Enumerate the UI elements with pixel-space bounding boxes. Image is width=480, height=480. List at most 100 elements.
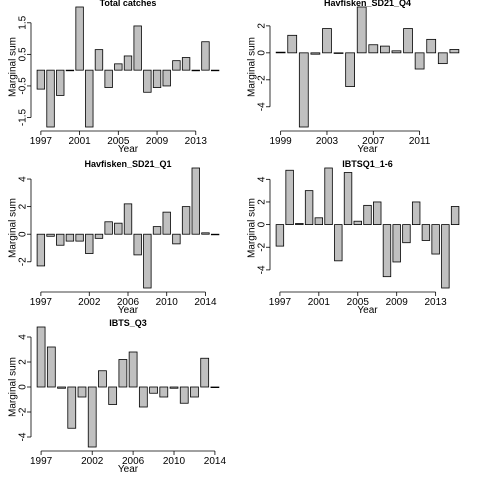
y-tick-label: 4 bbox=[257, 176, 268, 182]
bar-2005 bbox=[353, 220, 362, 226]
x-tick-label: 2014 bbox=[194, 297, 217, 308]
bar-2012 bbox=[181, 206, 191, 235]
y-tick-label: 0 bbox=[18, 384, 29, 390]
bar-2010 bbox=[402, 224, 411, 244]
bar-2002 bbox=[87, 386, 97, 448]
bar-2010 bbox=[162, 69, 171, 87]
x-tick-label: 2009 bbox=[386, 297, 409, 308]
bar-2004 bbox=[333, 52, 344, 54]
bar-2015 bbox=[210, 69, 220, 72]
bar-2007 bbox=[133, 233, 142, 256]
bar-2013 bbox=[200, 357, 210, 388]
y-axis-label: Marginal sum bbox=[8, 37, 19, 97]
bar-2007 bbox=[368, 44, 379, 54]
bar-2009 bbox=[391, 50, 402, 54]
y-tick-label: 4 bbox=[18, 176, 29, 182]
y-tick-label: 1.5 bbox=[18, 15, 29, 29]
x-tick-label: 1997 bbox=[30, 456, 53, 467]
bar-2005 bbox=[345, 52, 355, 87]
bar-2002 bbox=[85, 69, 94, 128]
bar-2004 bbox=[104, 69, 113, 88]
bar-2000 bbox=[65, 69, 75, 72]
y-tick-label: 2 bbox=[18, 203, 29, 209]
bar-2011 bbox=[414, 52, 425, 70]
y-tick-label: 0 bbox=[18, 231, 29, 237]
y-tick-label: -4 bbox=[257, 102, 268, 111]
bar-2001 bbox=[77, 386, 87, 398]
bar-2004 bbox=[343, 172, 353, 226]
y-tick-label: -4 bbox=[18, 432, 29, 441]
bar-2012 bbox=[426, 38, 437, 54]
bar-1999 bbox=[56, 69, 65, 96]
bar-2005 bbox=[114, 222, 123, 235]
y-tick-label: -2 bbox=[257, 75, 268, 84]
x-axis-label: Year bbox=[118, 144, 139, 155]
x-tick-label: 2013 bbox=[425, 297, 448, 308]
y-tick-label: -2 bbox=[18, 407, 29, 416]
x-tick-label: 2006 bbox=[122, 456, 145, 467]
bar-2011 bbox=[172, 233, 181, 245]
chart-panel-4: -4 -2 0 2 4 1997 2001 2005 2009 2013 IBTSQ1_1-6 Yea… bbox=[247, 159, 460, 316]
bar-2006 bbox=[123, 55, 133, 71]
x-tick-label: 2010 bbox=[163, 456, 186, 467]
bar-2015 bbox=[450, 206, 460, 226]
bar-2006 bbox=[356, 6, 367, 54]
chart-panel-2: -4 -2 0 2 1999 2003 2007 2011 Havfisken_SD21_Q4 Y… bbox=[247, 0, 460, 155]
bar-2014 bbox=[441, 224, 450, 289]
x-tick-label: 2006 bbox=[117, 297, 140, 308]
bar-1999 bbox=[56, 233, 65, 246]
y-tick-label: 4 bbox=[18, 334, 29, 340]
bar-2004 bbox=[108, 386, 118, 405]
bar-2000 bbox=[287, 34, 298, 54]
y-tick-label: 0 bbox=[257, 221, 268, 227]
bar-2012 bbox=[190, 386, 199, 398]
x-axis-label: Year bbox=[357, 144, 378, 155]
x-tick-label: 2003 bbox=[316, 136, 339, 147]
x-tick-label: 2011 bbox=[409, 136, 431, 147]
x-tick-label: 2007 bbox=[362, 136, 385, 147]
y-axis-label: Marginal sum bbox=[247, 37, 258, 97]
x-tick-label: 2009 bbox=[146, 136, 169, 147]
bar-2003 bbox=[98, 370, 107, 388]
x-tick-label: 2010 bbox=[156, 297, 179, 308]
chart-title: Total catches bbox=[100, 0, 157, 8]
x-tick-label: 2005 bbox=[107, 136, 130, 147]
chart-panel-1: -1.5 -0.5 0.5 1.5 1997 2001 2005 2009 2013 Total … bbox=[8, 0, 220, 155]
y-axis-label: Marginal sum bbox=[8, 198, 19, 258]
bar-1998 bbox=[285, 169, 294, 225]
bar-2015 bbox=[210, 233, 220, 236]
bar-2008 bbox=[382, 224, 392, 278]
chart-panel-3: -2 0 2 4 1997 2002 2006 2010 2014 Havfisken_SD21_… bbox=[8, 159, 220, 316]
bar-2000 bbox=[304, 190, 314, 225]
x-tick-label: 2005 bbox=[347, 297, 370, 308]
bar-1999 bbox=[275, 51, 286, 54]
bar-2014 bbox=[201, 232, 210, 235]
bar-2010 bbox=[162, 211, 171, 235]
y-tick-label: 0.5 bbox=[18, 47, 29, 61]
bar-2014 bbox=[201, 41, 210, 71]
x-tick-label: 2013 bbox=[185, 136, 208, 147]
bar-2007 bbox=[138, 386, 148, 408]
bar-2011 bbox=[411, 201, 421, 226]
chart-panel-5: -4 -2 0 2 4 1997 2002 2006 2010 2014 IBTS_Q3 Year Ma… bbox=[8, 318, 227, 475]
bar-2009 bbox=[392, 224, 401, 263]
y-tick-label: 2 bbox=[257, 23, 268, 29]
x-axis-label: Year bbox=[357, 305, 378, 316]
x-tick-label: 1997 bbox=[269, 297, 292, 308]
bar-2014 bbox=[210, 386, 220, 389]
bar-1997 bbox=[36, 69, 46, 90]
bar-1997 bbox=[275, 224, 285, 247]
bar-1997 bbox=[36, 326, 46, 388]
bar-1998 bbox=[46, 69, 55, 128]
y-tick-label: 2 bbox=[18, 359, 29, 365]
bar-2007 bbox=[133, 25, 142, 71]
bar-2011 bbox=[179, 386, 189, 404]
bar-2001 bbox=[75, 233, 84, 242]
bar-1998 bbox=[46, 233, 55, 237]
bar-1998 bbox=[46, 346, 56, 388]
chart-title: Havfisken_SD21_Q4 bbox=[324, 0, 411, 8]
bar-2000 bbox=[65, 233, 75, 242]
y-axis-label: Marginal sum bbox=[247, 198, 258, 258]
x-axis-label: Year bbox=[118, 464, 139, 475]
